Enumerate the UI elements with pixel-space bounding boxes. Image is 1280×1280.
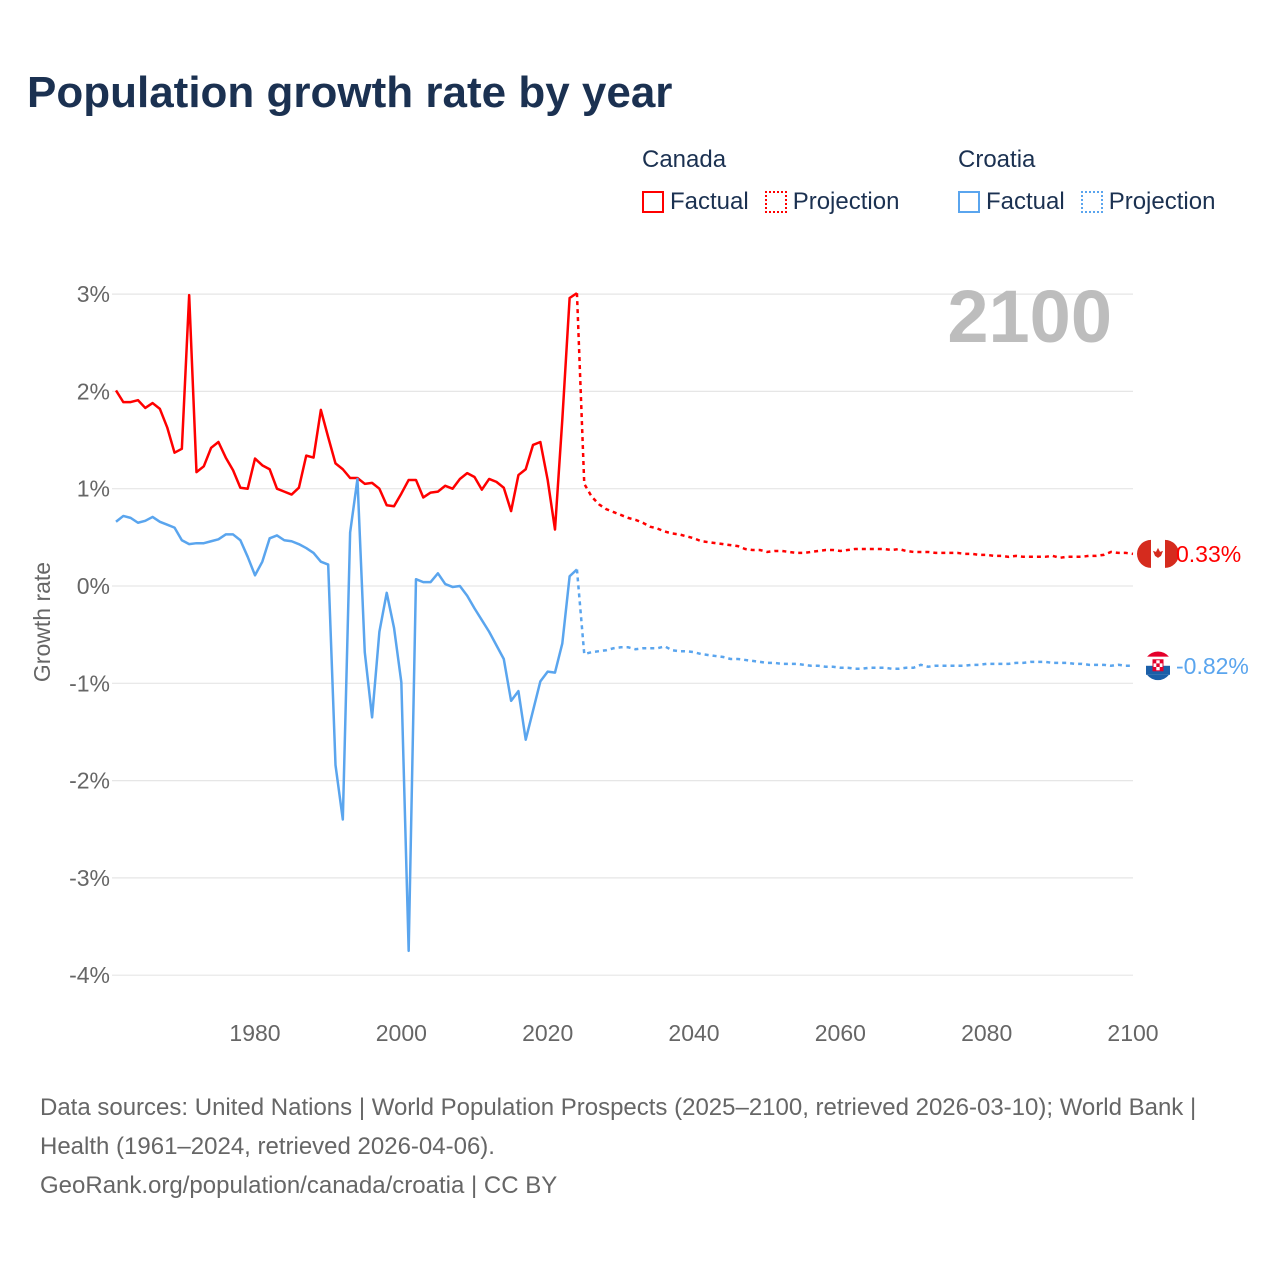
chart-title: Population growth rate by year bbox=[27, 68, 673, 117]
credit-link[interactable]: GeoRank.org/population/canada/croatia | … bbox=[40, 1172, 558, 1199]
y-tick-label: 0% bbox=[77, 573, 110, 599]
y-tick-label: 3% bbox=[77, 281, 110, 307]
dotted-swatch-icon bbox=[1080, 191, 1103, 213]
data-sources: Data sources: United Nations | World Pop… bbox=[40, 1094, 1197, 1160]
legend-label: Factual bbox=[986, 188, 1065, 215]
canada-projection-line bbox=[575, 293, 1134, 560]
y-tick-label: -2% bbox=[69, 768, 110, 794]
y-tick-label: -1% bbox=[69, 670, 110, 696]
checker bbox=[1159, 666, 1163, 671]
flag-band bbox=[1147, 651, 1169, 657]
x-tick-label: 1980 bbox=[229, 1020, 280, 1046]
checker bbox=[1153, 666, 1157, 671]
y-tick-label: 2% bbox=[77, 378, 110, 404]
x-tick-label: 2040 bbox=[668, 1020, 719, 1046]
canada-flag-icon bbox=[1137, 539, 1179, 568]
legend-label: Factual bbox=[670, 188, 749, 215]
legend-croatia-factual[interactable]: Factual bbox=[958, 188, 1065, 216]
legend-label: Projection bbox=[792, 188, 900, 215]
flag-band bbox=[1137, 539, 1151, 568]
legend-country-label: Croatia bbox=[958, 146, 1036, 173]
solid-swatch-icon bbox=[958, 191, 980, 213]
canada-end-value-label: 0.33% bbox=[1176, 541, 1241, 567]
legend-croatia: Croatia Factual Projection bbox=[958, 146, 1215, 216]
y-axis-label: Growth rate bbox=[29, 562, 55, 682]
flag-band bbox=[1147, 674, 1169, 681]
legend-country-label: Canada bbox=[642, 146, 727, 173]
legend-canada: Canada Factual Projection bbox=[642, 146, 899, 216]
footer: Data sources: United Nations | World Pop… bbox=[40, 1088, 1240, 1205]
legend-canada-factual[interactable]: Factual bbox=[642, 188, 749, 216]
legend-croatia-projection[interactable]: Projection bbox=[1080, 188, 1216, 216]
x-tick-label: 2060 bbox=[815, 1020, 866, 1046]
croatia-end-value-label: -0.82% bbox=[1176, 653, 1249, 679]
dotted-swatch-icon bbox=[764, 191, 787, 213]
y-tick-label: -3% bbox=[69, 865, 110, 891]
x-tick-label: 2000 bbox=[376, 1020, 427, 1046]
croatia-factual-line bbox=[115, 477, 578, 953]
canada-factual-line bbox=[114, 292, 578, 531]
x-tick-label: 2080 bbox=[961, 1020, 1012, 1046]
legend-label: Projection bbox=[1108, 188, 1216, 215]
checker bbox=[1153, 659, 1157, 664]
current-year-label: 2100 bbox=[947, 275, 1112, 358]
flag-band bbox=[1165, 539, 1179, 568]
x-tick-label: 2020 bbox=[522, 1020, 573, 1046]
checker bbox=[1159, 659, 1163, 664]
croatia-projection-line bbox=[575, 569, 1133, 670]
legend-canada-projection[interactable]: Projection bbox=[764, 188, 900, 216]
croatia-flag-icon bbox=[1144, 651, 1172, 681]
y-tick-label: -4% bbox=[69, 962, 110, 988]
y-tick-label: 1% bbox=[77, 476, 110, 502]
maple-leaf-icon bbox=[1153, 547, 1163, 558]
x-tick-label: 2100 bbox=[1107, 1020, 1158, 1046]
checker bbox=[1156, 663, 1160, 667]
solid-swatch-icon bbox=[642, 191, 664, 213]
